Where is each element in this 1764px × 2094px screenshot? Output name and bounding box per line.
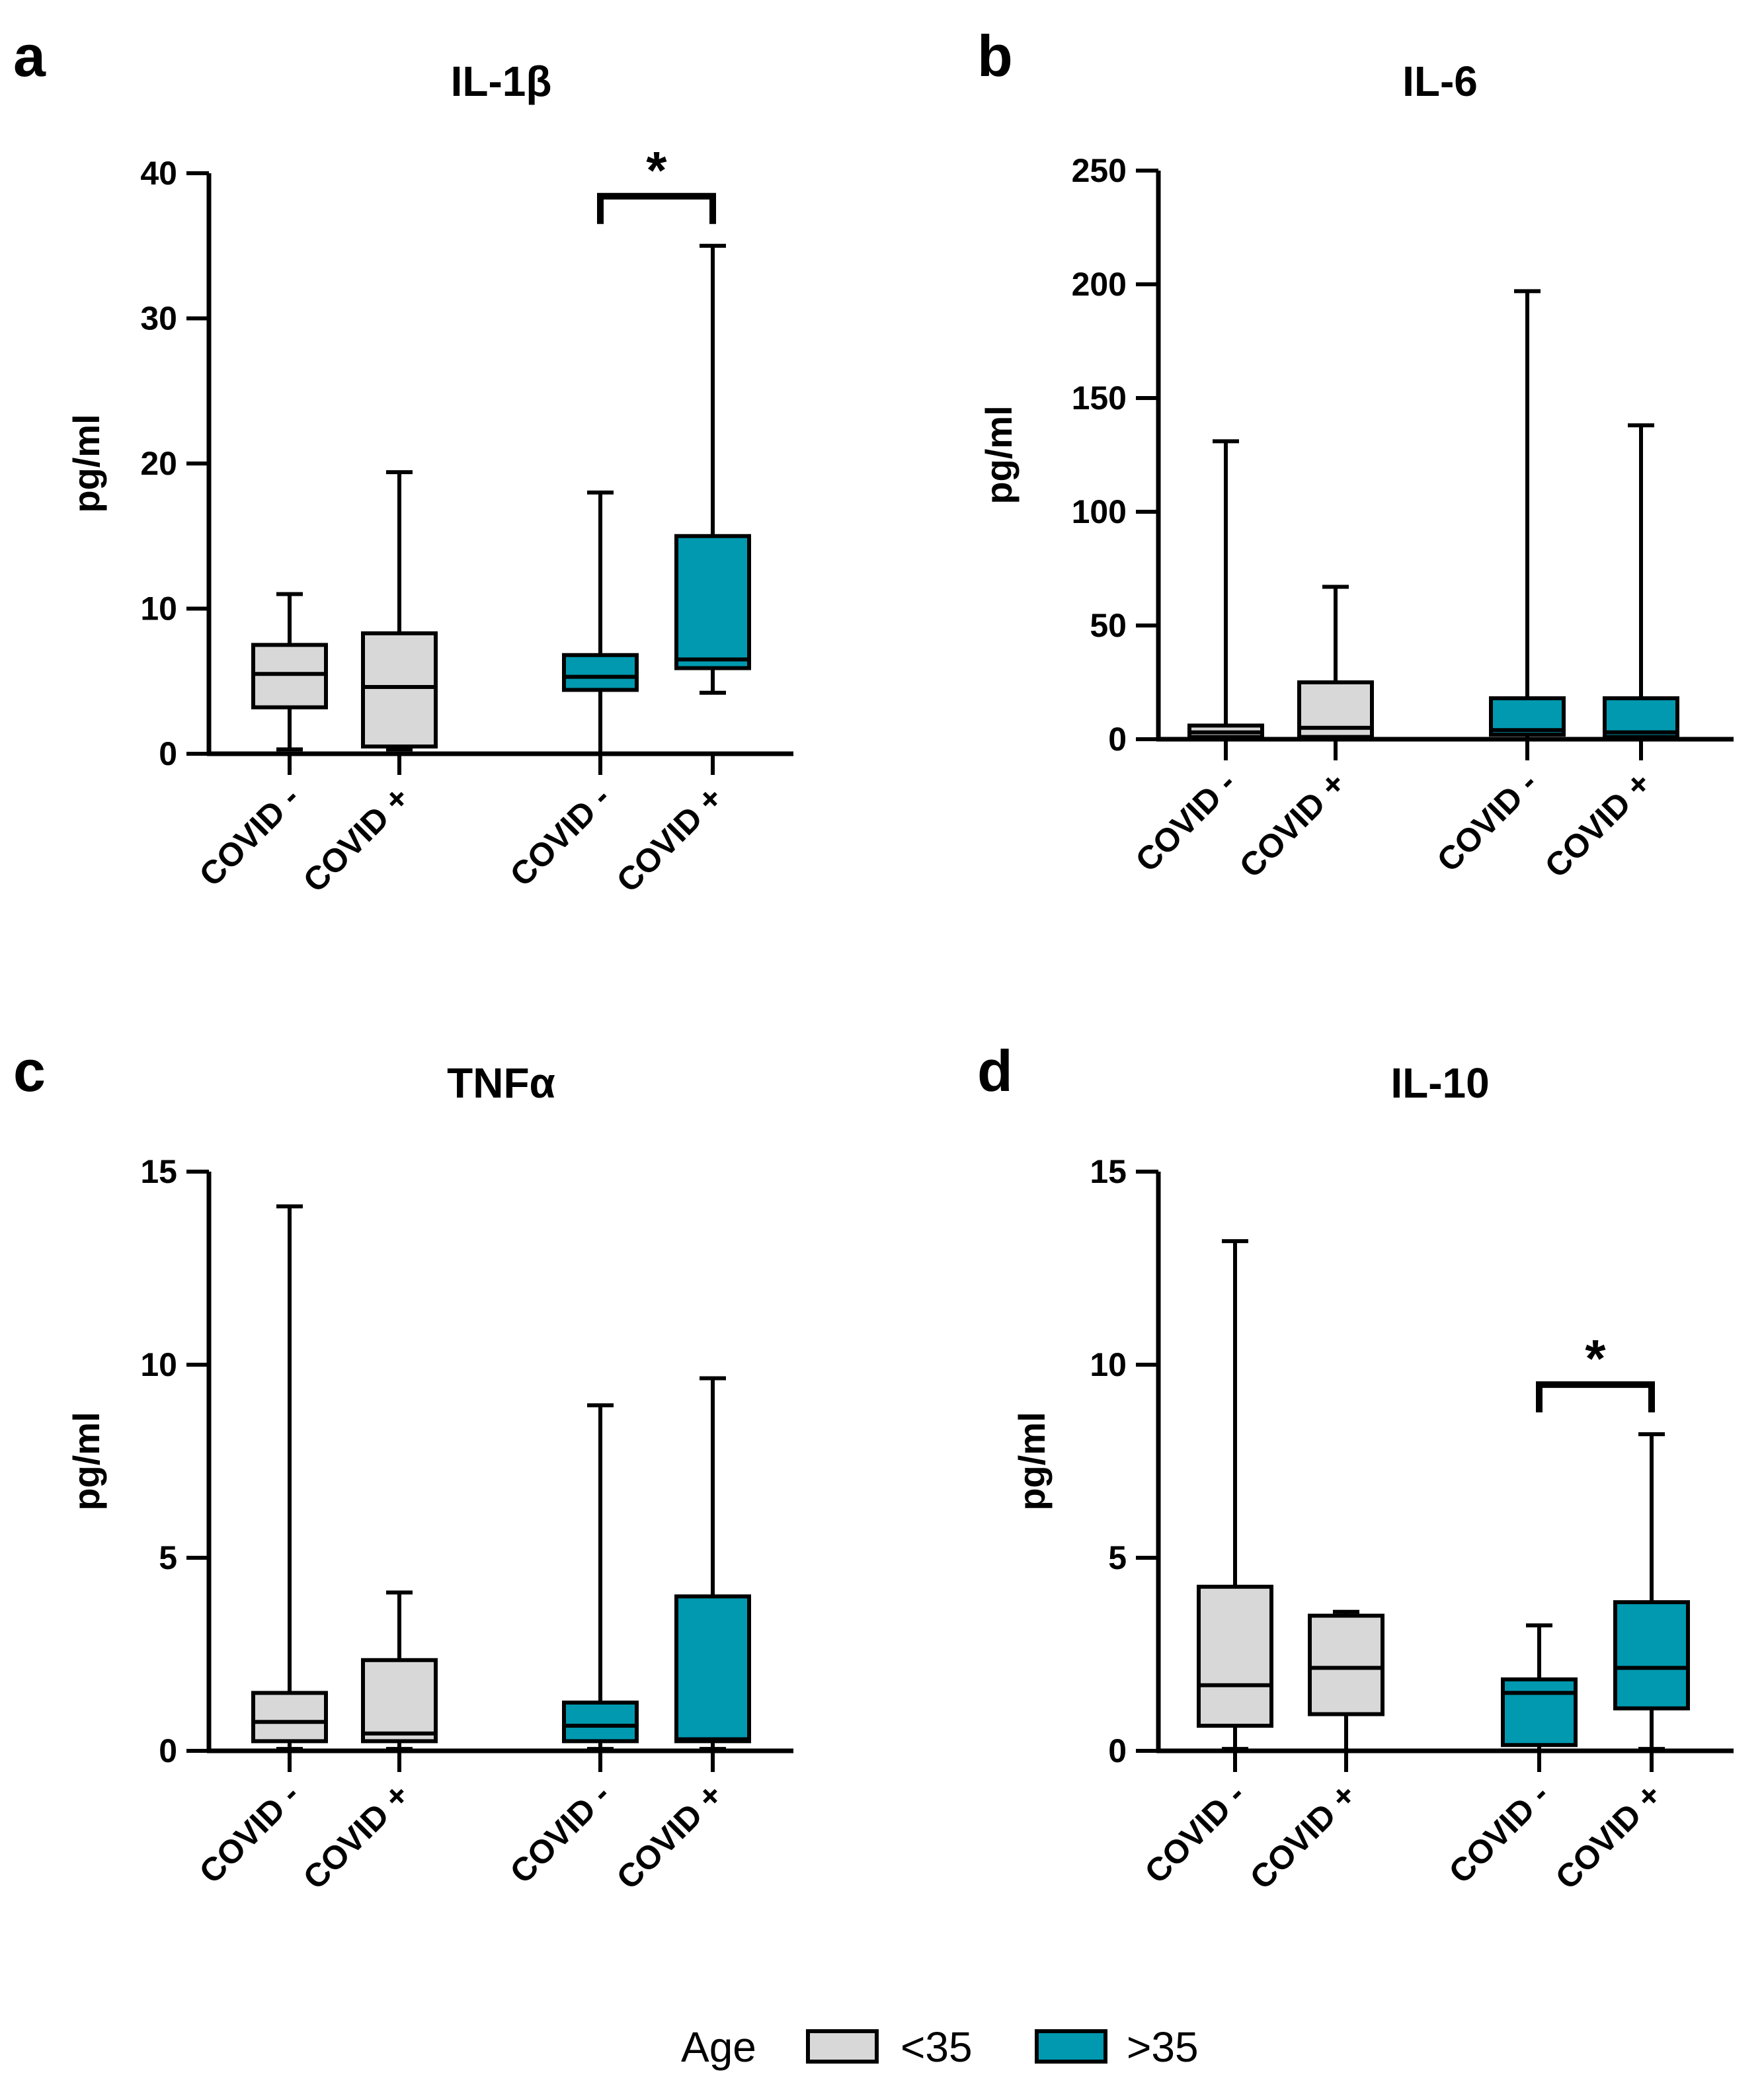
box-iqr [1308, 1613, 1384, 1716]
y-axis-label: pg/ml [65, 414, 107, 512]
x-tick-label: COVID - [192, 1776, 307, 1890]
x-tick-label: COVID + [610, 779, 730, 899]
box-2: COVID - [1430, 289, 1566, 879]
y-tick-label: 40 [140, 155, 177, 192]
x-tick-label: COVID - [1129, 764, 1243, 879]
x-tick-label: COVID - [503, 1776, 618, 1890]
x-tick-label: COVID + [296, 779, 417, 899]
legend-swatch [806, 2029, 879, 2064]
y-tick-label: 5 [1108, 1539, 1127, 1576]
x-tick-label: COVID - [1442, 1776, 1556, 1890]
y-tick-label: 150 [1072, 380, 1127, 417]
significance-bracket [597, 192, 716, 224]
box-3: COVID + [610, 243, 751, 899]
box-2: COVID - [503, 490, 639, 893]
box-iqr [674, 534, 751, 670]
box-iqr [361, 631, 438, 749]
panel-letter: b [977, 23, 1013, 89]
x-tick-label: COVID + [296, 1776, 417, 1896]
box-iqr [562, 1701, 639, 1744]
box-iqr [674, 1594, 751, 1744]
box-0: COVID - [192, 592, 328, 893]
x-tick-label: COVID - [1138, 1776, 1252, 1890]
box-3: COVID + [1538, 423, 1679, 885]
x-tick-label: COVID + [1538, 764, 1658, 885]
box-iqr [251, 643, 328, 709]
y-tick-label: 200 [1072, 266, 1127, 303]
y-tick-label: 0 [159, 735, 177, 772]
box-iqr [1501, 1677, 1578, 1748]
y-tick-label: 100 [1072, 493, 1127, 530]
significance-bracket [1536, 1381, 1655, 1413]
y-tick-label: 15 [1090, 1153, 1127, 1190]
y-tick-label: 0 [1108, 721, 1127, 758]
legend-label: >35 [1127, 2023, 1199, 2071]
x-tick-label: COVID - [503, 779, 618, 893]
y-tick-label: 30 [140, 300, 177, 337]
box-0: COVID - [192, 1204, 328, 1890]
x-tick-label: COVID + [1243, 1776, 1363, 1896]
box-0: COVID - [1129, 439, 1264, 879]
y-axis-label: pg/ml [1011, 1412, 1053, 1510]
y-axis-label: pg/ml [978, 405, 1020, 504]
panel-letter: d [977, 1038, 1013, 1104]
y-tick-label: 15 [140, 1153, 177, 1190]
legend-label: <35 [901, 2023, 973, 2071]
y-tick-label: 0 [1108, 1732, 1127, 1769]
y-tick-label: 10 [140, 1346, 177, 1383]
box-3: COVID + [1548, 1432, 1690, 1896]
panel-letter: a [13, 23, 46, 89]
legend-swatch [1035, 2029, 1107, 2064]
y-tick-label: 10 [1090, 1346, 1127, 1383]
x-tick-label: COVID + [1232, 764, 1353, 885]
y-tick-label: 20 [140, 445, 177, 482]
y-tick-label: 50 [1090, 607, 1127, 644]
box-2: COVID - [1442, 1623, 1578, 1890]
significance-star: * [1585, 1329, 1606, 1388]
y-tick-label: 5 [159, 1539, 177, 1576]
box-2: COVID - [503, 1403, 639, 1890]
box-iqr [251, 1691, 328, 1744]
legend: Age <35 >35 [681, 2023, 1199, 2071]
x-tick-label: COVID - [1430, 764, 1544, 879]
box-iqr [1613, 1600, 1690, 1711]
y-tick-label: 0 [159, 1732, 177, 1769]
box-iqr [562, 653, 639, 692]
legend-title: Age [681, 2023, 756, 2071]
panel-title: TNFα [447, 1059, 555, 1107]
panel-title: IL-6 [1402, 58, 1478, 105]
panel-title: IL-1β [451, 58, 552, 105]
box-iqr [361, 1658, 438, 1744]
significance-star: * [646, 141, 667, 200]
y-tick-label: 10 [140, 590, 177, 627]
x-tick-label: COVID - [192, 779, 307, 893]
box-iqr [1197, 1584, 1273, 1728]
panel-letter: c [13, 1038, 46, 1104]
x-tick-label: COVID + [1548, 1776, 1669, 1896]
y-axis-label: pg/ml [65, 1412, 107, 1510]
x-tick-label: COVID + [610, 1776, 730, 1896]
y-tick-label: 250 [1072, 152, 1127, 189]
box-3: COVID + [610, 1376, 751, 1896]
panel-title: IL-10 [1390, 1059, 1489, 1107]
box-1: COVID + [296, 1590, 438, 1896]
